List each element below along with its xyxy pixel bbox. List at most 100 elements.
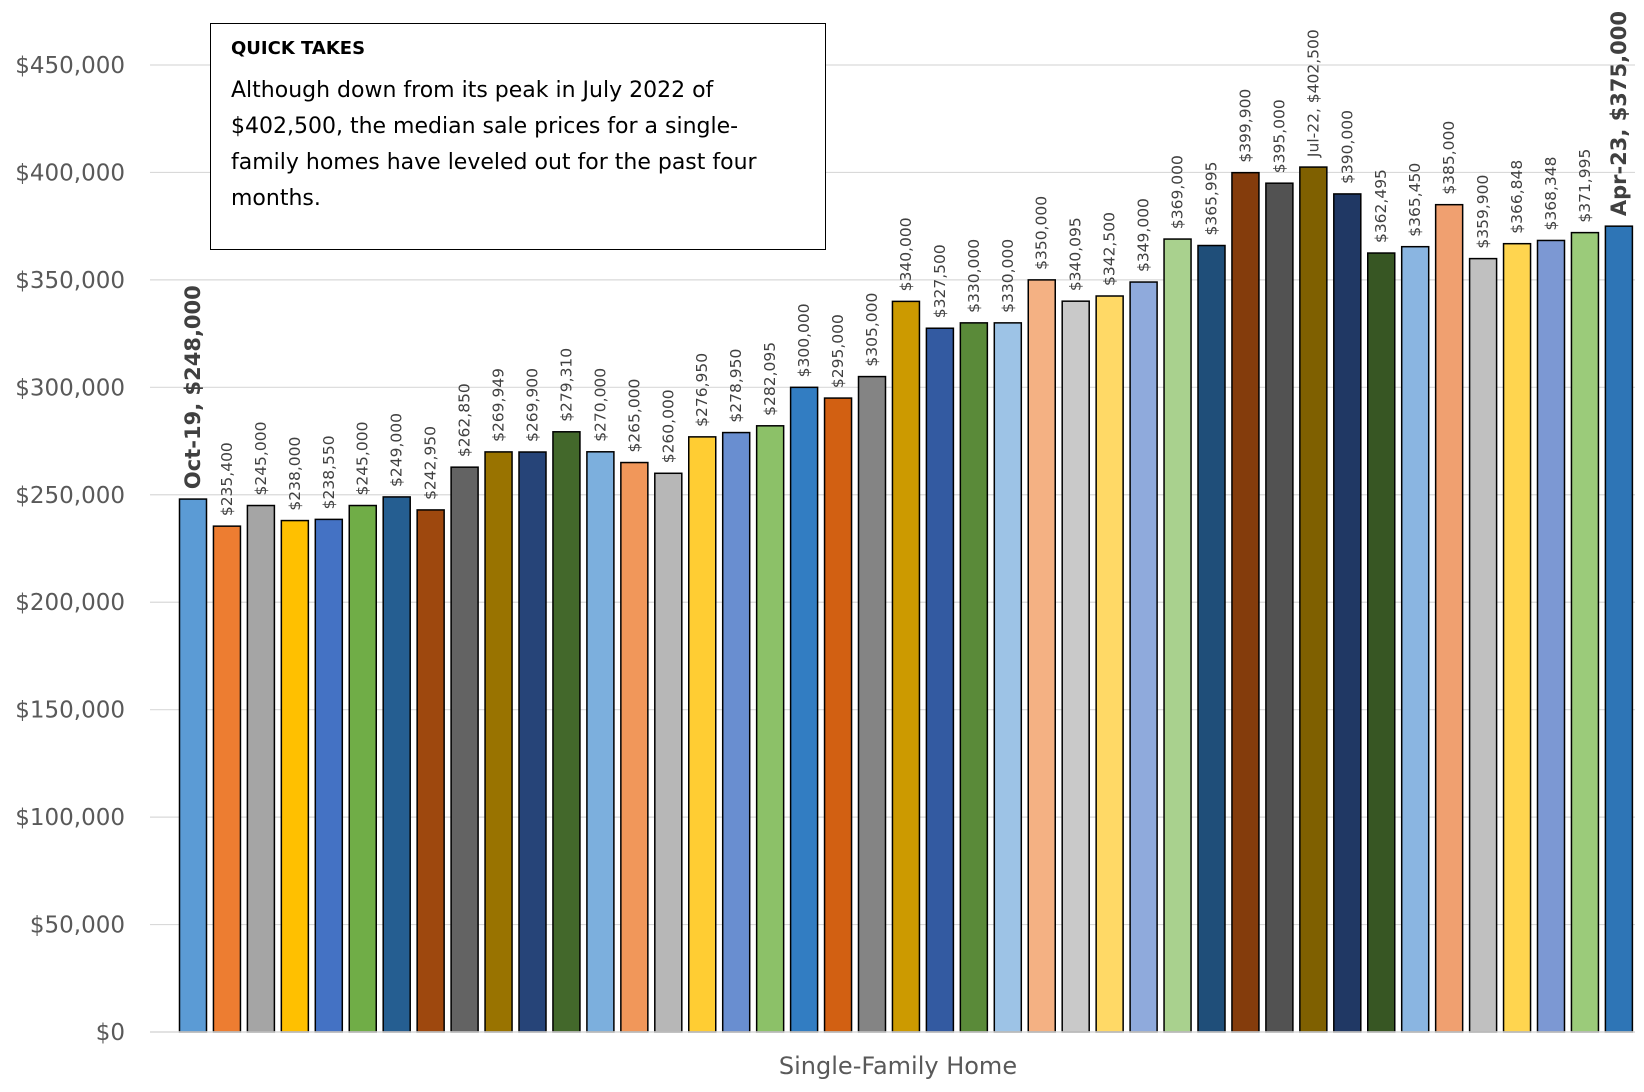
data-label: Oct-19, $248,000 xyxy=(181,285,205,489)
data-label: $235,400 xyxy=(218,442,236,516)
data-label: $276,950 xyxy=(693,353,711,427)
bar xyxy=(1197,244,1226,1033)
data-label: $278,950 xyxy=(727,349,745,423)
quick-takes-title: QUICK TAKES xyxy=(231,38,366,59)
y-tick-label: $150,000 xyxy=(15,698,125,724)
y-tick-label: $450,000 xyxy=(15,53,125,79)
bar xyxy=(1468,257,1498,1033)
y-tick-label: $300,000 xyxy=(15,375,125,401)
bar xyxy=(1027,279,1056,1033)
bar xyxy=(484,451,513,1033)
bar xyxy=(1367,252,1396,1033)
bar xyxy=(280,519,310,1033)
quick-takes-body: Although down from its peak in July 2022… xyxy=(231,78,757,211)
bar xyxy=(688,436,717,1033)
y-tick-label: $250,000 xyxy=(15,483,125,509)
bar xyxy=(654,472,683,1033)
data-label: $390,000 xyxy=(1338,110,1356,184)
data-label: $365,995 xyxy=(1203,162,1221,236)
bars xyxy=(178,166,1634,1033)
data-label: $300,000 xyxy=(795,303,813,377)
data-label: $269,900 xyxy=(524,368,542,442)
bar xyxy=(382,496,411,1033)
bar xyxy=(1400,245,1430,1033)
bar xyxy=(721,431,751,1033)
bar xyxy=(1299,166,1328,1033)
data-label: $295,000 xyxy=(829,314,847,388)
data-label: $340,000 xyxy=(897,217,915,291)
x-axis-title: Single-Family Home xyxy=(779,1052,1017,1080)
data-label: $365,450 xyxy=(1406,163,1424,237)
data-label: $262,850 xyxy=(456,383,474,457)
bar xyxy=(1095,295,1124,1033)
data-label: $359,900 xyxy=(1474,175,1492,249)
data-labels: Oct-19, $248,000 $235,400 $245,000 $238,000… xyxy=(181,11,1631,516)
bar xyxy=(925,327,955,1033)
bar xyxy=(891,300,921,1033)
data-label: $260,000 xyxy=(659,389,677,463)
data-label: $327,500 xyxy=(931,244,949,318)
bar xyxy=(993,322,1023,1033)
data-label: $265,000 xyxy=(625,379,643,453)
bar xyxy=(959,322,989,1033)
bar xyxy=(755,425,785,1033)
data-label: $349,000 xyxy=(1135,198,1153,272)
bar xyxy=(1536,239,1566,1033)
quick-takes-box: QUICK TAKES Although down from its peak … xyxy=(210,23,826,250)
y-tick-label: $200,000 xyxy=(15,590,125,616)
data-label: $371,995 xyxy=(1576,149,1594,223)
bar xyxy=(212,525,242,1033)
bar xyxy=(1333,193,1362,1033)
bar xyxy=(416,509,445,1033)
bar xyxy=(450,466,479,1033)
bar xyxy=(823,397,853,1033)
bar xyxy=(1061,300,1090,1033)
data-label: $245,000 xyxy=(354,422,372,496)
data-label: $249,000 xyxy=(388,413,406,487)
data-label: $245,000 xyxy=(252,422,270,496)
bar xyxy=(1265,182,1294,1033)
y-tick-label: $400,000 xyxy=(15,160,125,186)
data-label: $369,000 xyxy=(1169,155,1187,229)
bar xyxy=(348,504,377,1033)
data-label: $342,500 xyxy=(1101,212,1119,286)
data-label: $368,348 xyxy=(1542,156,1560,230)
data-label: Jul-22, $402,500 xyxy=(1304,29,1322,158)
bar xyxy=(178,498,208,1033)
data-label: $270,000 xyxy=(591,368,609,442)
data-label: $269,949 xyxy=(490,368,508,442)
data-label: $330,000 xyxy=(965,239,983,313)
bar xyxy=(246,504,276,1033)
bar xyxy=(1604,225,1634,1033)
data-label: $340,095 xyxy=(1067,217,1085,291)
y-tick-label: $100,000 xyxy=(15,805,125,831)
bar xyxy=(1434,203,1464,1033)
data-label: Apr-23, $375,000 xyxy=(1607,11,1631,216)
bar xyxy=(620,461,649,1033)
bar xyxy=(314,518,344,1033)
bar xyxy=(1502,242,1532,1033)
y-tick-label: $350,000 xyxy=(15,268,125,294)
bar xyxy=(1231,171,1260,1033)
data-label: $395,000 xyxy=(1270,99,1288,173)
bar xyxy=(1129,281,1158,1033)
data-label: $399,900 xyxy=(1236,89,1254,163)
y-axis-tick-labels: $0 $50,000 $100,000 $150,000 $200,000 $250,00… xyxy=(15,53,125,1046)
data-label: $238,000 xyxy=(286,437,304,511)
y-tick-label: $0 xyxy=(96,1020,125,1046)
data-label: $362,495 xyxy=(1372,169,1390,243)
data-label: $330,000 xyxy=(999,239,1017,313)
data-label: $238,550 xyxy=(320,435,338,509)
data-label: $282,095 xyxy=(761,342,779,416)
data-label: $366,848 xyxy=(1508,160,1526,234)
bar xyxy=(518,451,547,1033)
bar xyxy=(857,375,887,1033)
bar xyxy=(789,386,819,1033)
data-label: $350,000 xyxy=(1033,196,1051,270)
data-label: $305,000 xyxy=(863,293,881,367)
bar xyxy=(552,431,581,1033)
data-label: $242,950 xyxy=(422,426,440,500)
y-tick-label: $50,000 xyxy=(30,913,125,939)
bar xyxy=(586,451,615,1033)
